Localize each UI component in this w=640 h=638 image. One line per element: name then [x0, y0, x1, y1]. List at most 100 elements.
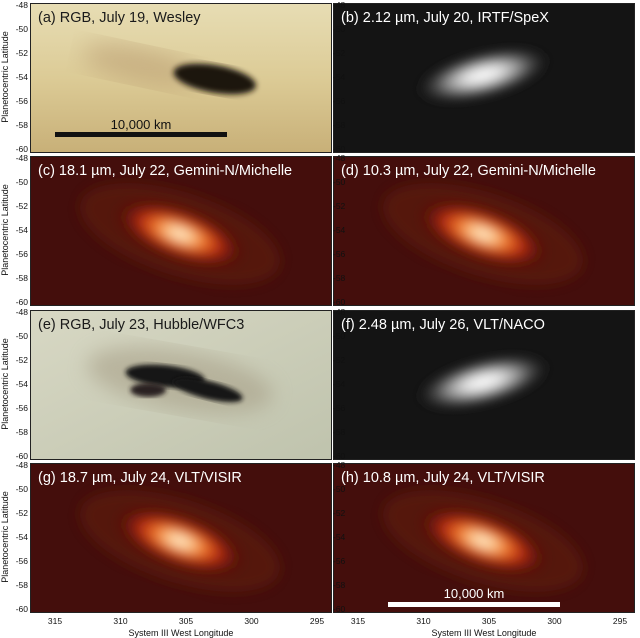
y-tick-label: -54 [15, 225, 28, 235]
y-tick-label: -54 [333, 379, 346, 389]
panel-image [31, 311, 331, 459]
y-tick-label: -56 [333, 249, 346, 259]
y-tick-label: -52 [333, 508, 346, 518]
y-tick-label: -60 [333, 144, 346, 154]
panel-label: (d) 10.3 µm, July 22, Gemini-N/Michelle [341, 163, 596, 179]
y-tick-label: -58 [333, 580, 346, 590]
y-tick-label: -60 [333, 604, 346, 614]
y-tick-label: -54 [15, 532, 28, 542]
y-tick-label: -54 [15, 379, 28, 389]
panel-label: (h) 10.8 µm, July 24, VLT/VISIR [341, 470, 545, 486]
y-tick-label: -52 [333, 201, 346, 211]
panel-image [334, 4, 634, 152]
y-tick-label: -48 [15, 307, 28, 317]
y-axis-label: Planetocentric Latitude [0, 184, 10, 276]
y-tick-label: -56 [333, 556, 346, 566]
panel-image [334, 311, 634, 459]
y-tick-label: -50 [15, 177, 28, 187]
scale-bar [55, 132, 227, 137]
y-tick-label: -60 [15, 604, 28, 614]
panel-image [31, 464, 331, 612]
y-tick-label: -48 [333, 0, 346, 10]
y-tick-label: -58 [333, 273, 346, 283]
panel-a: (a) RGB, July 19, Wesley [30, 3, 332, 153]
panel-f: (f) 2.48 µm, July 26, VLT/NACO [333, 310, 635, 460]
y-tick-label: -48 [333, 307, 346, 317]
y-tick-label: -60 [15, 297, 28, 307]
y-tick-label: -52 [15, 508, 28, 518]
panel-image [31, 157, 331, 305]
panel-d: (d) 10.3 µm, July 22, Gemini-N/Michelle [333, 156, 635, 306]
x-tick-label: 305 [178, 616, 194, 626]
y-tick-label: -58 [15, 427, 28, 437]
y-tick-label: -50 [15, 484, 28, 494]
y-tick-label: -58 [15, 120, 28, 130]
y-axis-label: Planetocentric Latitude [0, 31, 10, 123]
x-tick-label: 295 [309, 616, 325, 626]
x-tick-label: 295 [612, 616, 628, 626]
y-tick-label: -54 [333, 225, 346, 235]
panel-e: (e) RGB, July 23, Hubble/WFC3 [30, 310, 332, 460]
y-tick-label: -52 [333, 48, 346, 58]
x-tick-label: 310 [113, 616, 128, 626]
y-tick-label: -54 [333, 72, 346, 82]
y-axis-label: Planetocentric Latitude [0, 338, 10, 430]
y-tick-label: -56 [333, 403, 346, 413]
y-tick-label: -48 [15, 0, 28, 10]
panel-label: (e) RGB, July 23, Hubble/WFC3 [38, 317, 245, 333]
x-tick-label: 315 [350, 616, 366, 626]
x-tick-label: 315 [47, 616, 63, 626]
x-axis-label: System III West Longitude [128, 628, 234, 638]
y-axis-label: Planetocentric Latitude [0, 491, 10, 583]
scale-bar-label: 10,000 km [443, 586, 505, 601]
y-tick-label: -58 [15, 580, 28, 590]
panel-h: (h) 10.8 µm, July 24, VLT/VISIR [333, 463, 635, 613]
y-tick-label: -54 [333, 532, 346, 542]
y-tick-label: -56 [15, 249, 28, 259]
y-tick-label: -52 [15, 201, 28, 211]
x-tick-label: 300 [244, 616, 259, 626]
y-tick-label: -50 [333, 24, 346, 34]
panel-label: (c) 18.1 µm, July 22, Gemini-N/Michelle [38, 163, 293, 179]
y-tick-label: -60 [333, 451, 346, 461]
y-tick-label: -50 [15, 331, 28, 341]
y-tick-label: -48 [333, 460, 346, 470]
panel-b: (b) 2.12 µm, July 20, IRTF/SpeX [333, 3, 635, 153]
x-tick-label: 305 [481, 616, 497, 626]
y-tick-label: -50 [333, 331, 346, 341]
x-tick-label: 310 [416, 616, 431, 626]
y-tick-label: -56 [333, 96, 346, 106]
panel-label: (a) RGB, July 19, Wesley [38, 10, 201, 26]
x-tick-label: 300 [547, 616, 562, 626]
y-tick-label: -48 [333, 153, 346, 163]
panel-c: (c) 18.1 µm, July 22, Gemini-N/Michelle [30, 156, 332, 306]
y-tick-label: -50 [333, 177, 346, 187]
y-tick-label: -58 [333, 120, 346, 130]
y-tick-label: -60 [15, 144, 28, 154]
y-tick-label: -54 [15, 72, 28, 82]
y-tick-label: -50 [15, 24, 28, 34]
y-tick-label: -50 [333, 484, 346, 494]
y-tick-label: -52 [15, 48, 28, 58]
y-tick-label: -58 [15, 273, 28, 283]
panel-g: (g) 18.7 µm, July 24, VLT/VISIR [30, 463, 332, 613]
y-tick-label: -52 [333, 355, 346, 365]
panel-label: (f) 2.48 µm, July 26, VLT/NACO [341, 317, 545, 333]
y-tick-label: -48 [15, 153, 28, 163]
y-tick-label: -52 [15, 355, 28, 365]
y-tick-label: -48 [15, 460, 28, 470]
scale-bar-label: 10,000 km [110, 117, 172, 132]
y-tick-label: -58 [333, 427, 346, 437]
panel-label: (g) 18.7 µm, July 24, VLT/VISIR [38, 470, 242, 486]
y-tick-label: -60 [333, 297, 346, 307]
y-tick-label: -56 [15, 556, 28, 566]
y-tick-label: -56 [15, 96, 28, 106]
panel-label: (b) 2.12 µm, July 20, IRTF/SpeX [341, 10, 549, 26]
y-tick-label: -60 [15, 451, 28, 461]
x-axis-label: System III West Longitude [431, 628, 537, 638]
panel-image [31, 4, 331, 152]
panel-image [334, 157, 634, 305]
y-tick-label: -56 [15, 403, 28, 413]
panel-image [334, 464, 634, 612]
scale-bar [388, 602, 560, 607]
